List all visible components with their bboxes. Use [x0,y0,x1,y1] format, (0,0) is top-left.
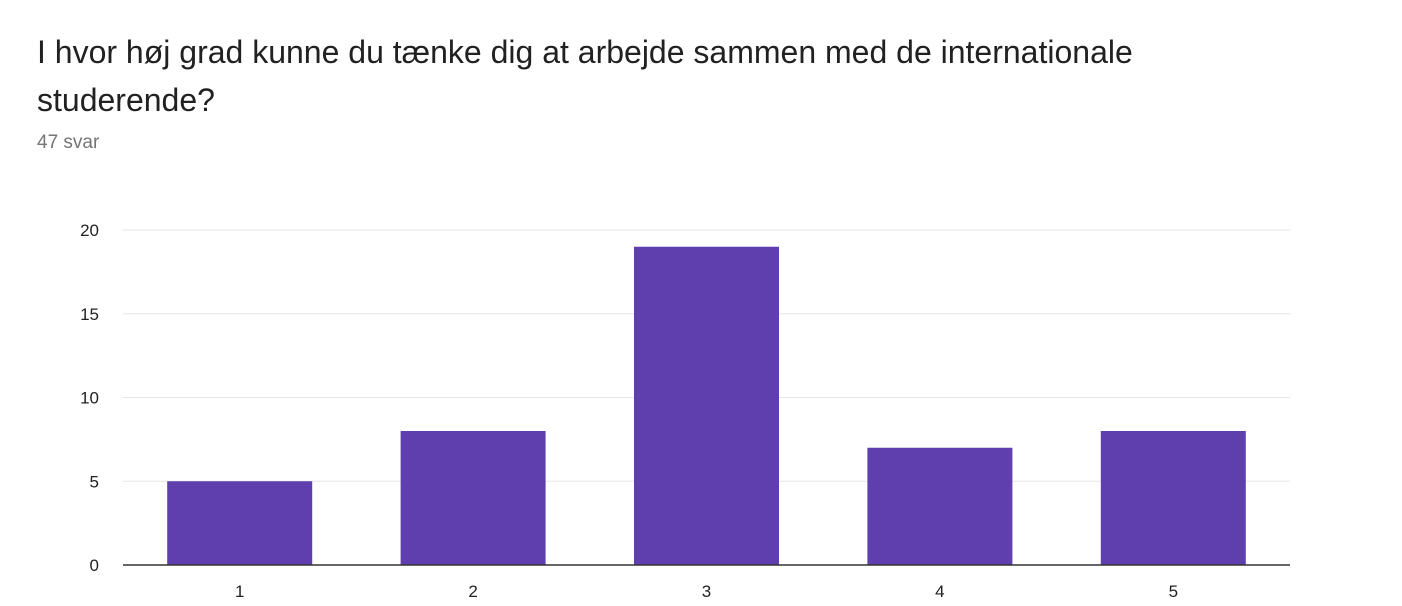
axes: 0 5 10 15 20 1 2 3 4 5 [80,221,1290,601]
y-tick-label: 20 [80,221,99,240]
y-tick-label: 10 [80,389,99,408]
bar-1 [167,481,313,565]
bar-2 [400,431,546,565]
y-tick-label: 0 [90,556,99,575]
question-title: I hvor høj grad kunne du tænke dig at ar… [37,34,1133,118]
x-tick-label: 2 [468,582,477,601]
bar-4 [867,447,1013,565]
x-tick-label: 4 [935,582,944,601]
response-count: 47 svar [37,132,100,153]
y-tick-label: 5 [90,472,99,491]
bars [167,246,1246,565]
bar-5 [1100,431,1246,565]
x-tick-label: 5 [1169,582,1178,601]
x-tick-label: 1 [235,582,244,601]
y-tick-label: 15 [80,305,99,324]
x-tick-label: 3 [702,582,711,601]
bar-3 [634,246,779,565]
